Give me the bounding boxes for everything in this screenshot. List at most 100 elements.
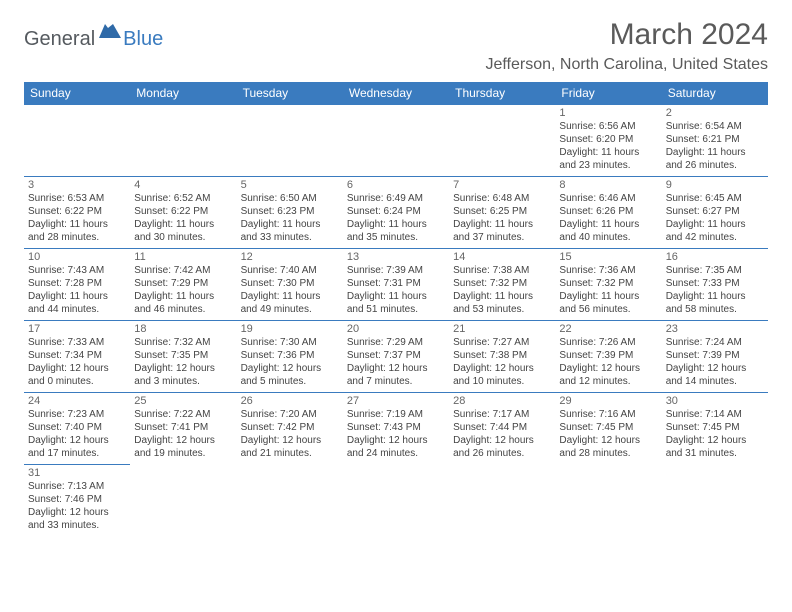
calendar-day-cell: 24Sunrise: 7:23 AMSunset: 7:40 PMDayligh…	[24, 393, 130, 465]
logo-text-general: General	[24, 28, 95, 51]
day-info-line: and 26 minutes.	[453, 447, 551, 460]
day-info-line: Daylight: 11 hours	[453, 218, 551, 231]
day-info-line: Sunset: 6:25 PM	[453, 205, 551, 218]
day-header: Tuesday	[237, 82, 343, 105]
day-info-line: Daylight: 11 hours	[241, 290, 339, 303]
day-info-line: Sunrise: 7:42 AM	[134, 264, 232, 277]
day-info-line: and 53 minutes.	[453, 303, 551, 316]
day-number: 4	[134, 179, 232, 191]
calendar-day-cell: 18Sunrise: 7:32 AMSunset: 7:35 PMDayligh…	[130, 321, 236, 393]
day-info-line: Daylight: 12 hours	[559, 434, 657, 447]
calendar-empty-cell	[130, 105, 236, 177]
day-info-line: Sunset: 7:37 PM	[347, 349, 445, 362]
calendar-day-cell: 11Sunrise: 7:42 AMSunset: 7:29 PMDayligh…	[130, 249, 236, 321]
day-info-line: Sunrise: 7:27 AM	[453, 336, 551, 349]
day-info-line: Daylight: 12 hours	[28, 506, 126, 519]
day-info-line: Daylight: 12 hours	[134, 362, 232, 375]
day-info-line: and 33 minutes.	[241, 231, 339, 244]
calendar-empty-cell	[449, 105, 555, 177]
day-number: 3	[28, 179, 126, 191]
day-info-line: and 28 minutes.	[28, 231, 126, 244]
day-info-line: Daylight: 12 hours	[241, 434, 339, 447]
day-info-line: Daylight: 11 hours	[134, 290, 232, 303]
calendar-empty-cell	[130, 465, 236, 537]
day-number: 16	[666, 251, 764, 263]
day-info-line: Sunrise: 7:30 AM	[241, 336, 339, 349]
day-info-line: Sunset: 7:31 PM	[347, 277, 445, 290]
calendar-day-cell: 1Sunrise: 6:56 AMSunset: 6:20 PMDaylight…	[555, 105, 661, 177]
day-info-line: Sunrise: 7:29 AM	[347, 336, 445, 349]
day-number: 2	[666, 107, 764, 119]
day-info-line: and 23 minutes.	[559, 159, 657, 172]
day-info-line: and 0 minutes.	[28, 375, 126, 388]
day-info-line: Sunset: 6:20 PM	[559, 133, 657, 146]
day-number: 6	[347, 179, 445, 191]
day-info-line: and 33 minutes.	[28, 519, 126, 532]
day-info-line: Sunrise: 7:20 AM	[241, 408, 339, 421]
day-info-line: Sunrise: 6:50 AM	[241, 192, 339, 205]
day-info-line: Sunrise: 6:54 AM	[666, 120, 764, 133]
calendar-empty-cell	[449, 465, 555, 537]
location-subtitle: Jefferson, North Carolina, United States	[485, 56, 768, 74]
day-number: 19	[241, 323, 339, 335]
calendar-day-cell: 14Sunrise: 7:38 AMSunset: 7:32 PMDayligh…	[449, 249, 555, 321]
day-info-line: and 5 minutes.	[241, 375, 339, 388]
calendar-day-cell: 20Sunrise: 7:29 AMSunset: 7:37 PMDayligh…	[343, 321, 449, 393]
calendar-day-cell: 7Sunrise: 6:48 AMSunset: 6:25 PMDaylight…	[449, 177, 555, 249]
calendar-day-cell: 6Sunrise: 6:49 AMSunset: 6:24 PMDaylight…	[343, 177, 449, 249]
day-info-line: and 14 minutes.	[666, 375, 764, 388]
calendar-day-cell: 21Sunrise: 7:27 AMSunset: 7:38 PMDayligh…	[449, 321, 555, 393]
calendar-day-cell: 25Sunrise: 7:22 AMSunset: 7:41 PMDayligh…	[130, 393, 236, 465]
day-number: 30	[666, 395, 764, 407]
day-info-line: and 58 minutes.	[666, 303, 764, 316]
day-info-line: Sunrise: 7:43 AM	[28, 264, 126, 277]
calendar-empty-cell	[237, 465, 343, 537]
day-info-line: Sunset: 7:32 PM	[559, 277, 657, 290]
day-info-line: Daylight: 11 hours	[347, 218, 445, 231]
day-info-line: Sunrise: 6:45 AM	[666, 192, 764, 205]
day-header: Saturday	[662, 82, 768, 105]
calendar-empty-cell	[24, 105, 130, 177]
day-info-line: Sunset: 6:23 PM	[241, 205, 339, 218]
calendar-empty-cell	[343, 465, 449, 537]
day-number: 14	[453, 251, 551, 263]
day-info-line: Daylight: 11 hours	[347, 290, 445, 303]
day-number: 23	[666, 323, 764, 335]
day-info-line: and 30 minutes.	[134, 231, 232, 244]
day-info-line: Sunrise: 7:13 AM	[28, 480, 126, 493]
day-number: 9	[666, 179, 764, 191]
day-info-line: Sunset: 7:44 PM	[453, 421, 551, 434]
day-number: 1	[559, 107, 657, 119]
day-info-line: Sunrise: 7:24 AM	[666, 336, 764, 349]
logo: General Blue	[24, 24, 163, 55]
day-info-line: Sunrise: 7:40 AM	[241, 264, 339, 277]
day-info-line: Sunrise: 7:33 AM	[28, 336, 126, 349]
calendar-week-row: 10Sunrise: 7:43 AMSunset: 7:28 PMDayligh…	[24, 249, 768, 321]
calendar-empty-cell	[343, 105, 449, 177]
day-info-line: Daylight: 11 hours	[241, 218, 339, 231]
day-info-line: and 44 minutes.	[28, 303, 126, 316]
day-info-line: and 46 minutes.	[134, 303, 232, 316]
calendar-empty-cell	[662, 465, 768, 537]
day-number: 12	[241, 251, 339, 263]
calendar-day-cell: 26Sunrise: 7:20 AMSunset: 7:42 PMDayligh…	[237, 393, 343, 465]
day-number: 20	[347, 323, 445, 335]
day-info-line: Sunset: 6:21 PM	[666, 133, 764, 146]
header: General Blue March 2024 Jefferson, North…	[24, 18, 768, 74]
day-number: 5	[241, 179, 339, 191]
day-info-line: Sunrise: 7:16 AM	[559, 408, 657, 421]
day-header: Sunday	[24, 82, 130, 105]
calendar-day-cell: 31Sunrise: 7:13 AMSunset: 7:46 PMDayligh…	[24, 465, 130, 537]
day-info-line: Sunset: 7:32 PM	[453, 277, 551, 290]
calendar-day-cell: 29Sunrise: 7:16 AMSunset: 7:45 PMDayligh…	[555, 393, 661, 465]
day-info-line: Daylight: 12 hours	[453, 434, 551, 447]
day-info-line: Sunset: 7:45 PM	[559, 421, 657, 434]
calendar-day-cell: 28Sunrise: 7:17 AMSunset: 7:44 PMDayligh…	[449, 393, 555, 465]
day-info-line: Daylight: 12 hours	[347, 434, 445, 447]
day-info-line: and 17 minutes.	[28, 447, 126, 460]
day-info-line: Sunrise: 6:53 AM	[28, 192, 126, 205]
day-info-line: Sunrise: 7:23 AM	[28, 408, 126, 421]
day-number: 7	[453, 179, 551, 191]
day-info-line: Sunrise: 6:49 AM	[347, 192, 445, 205]
day-header: Monday	[130, 82, 236, 105]
